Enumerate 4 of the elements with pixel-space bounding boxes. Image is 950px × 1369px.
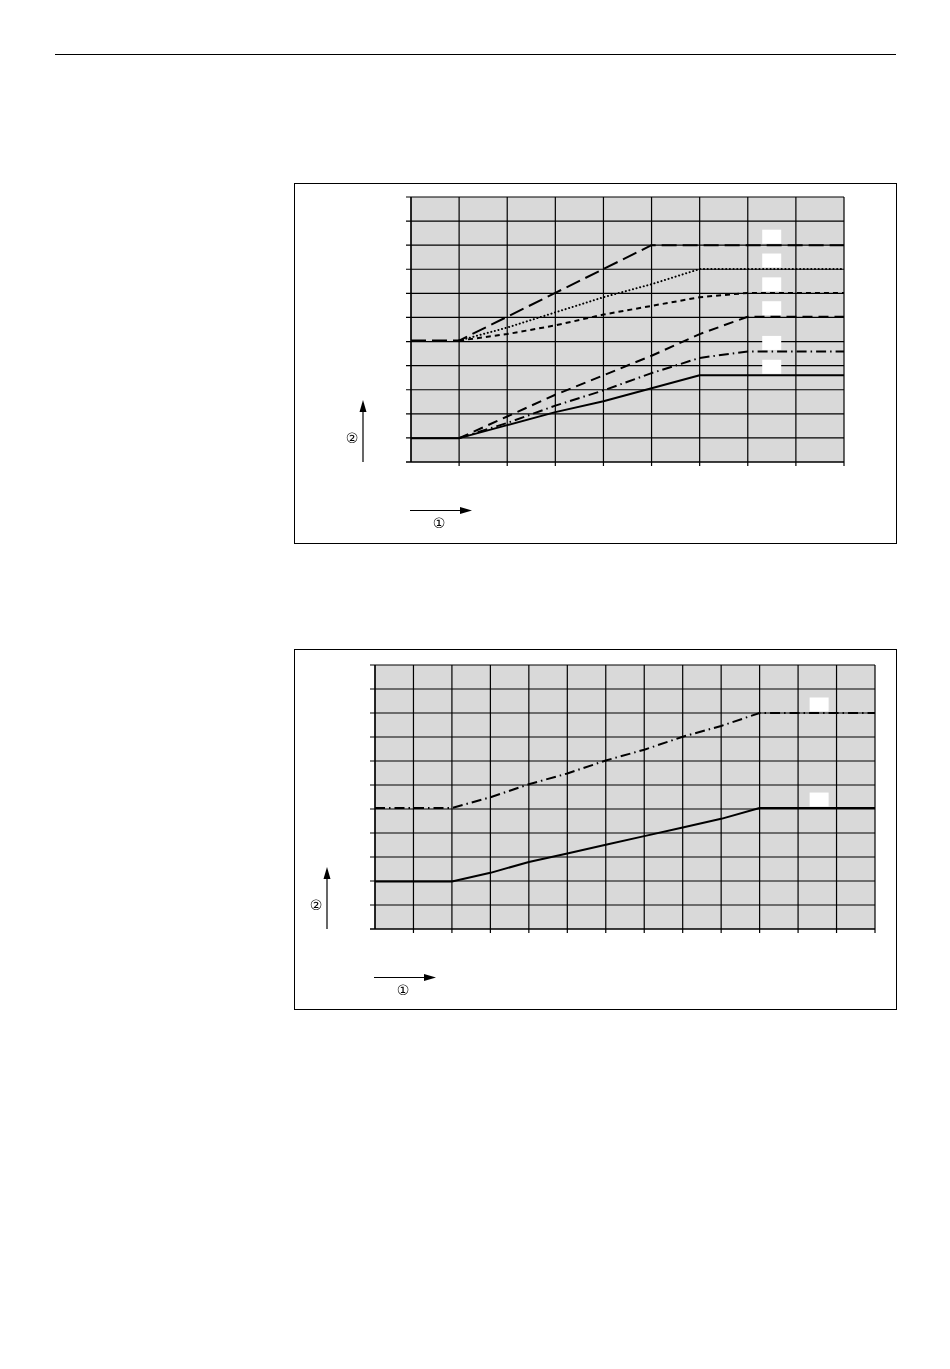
y-axis-title: ②	[309, 897, 323, 913]
y-axis-title: ②	[345, 430, 359, 446]
x-axis-title: ①	[396, 982, 410, 998]
x-axis-title: ①	[432, 515, 446, 531]
